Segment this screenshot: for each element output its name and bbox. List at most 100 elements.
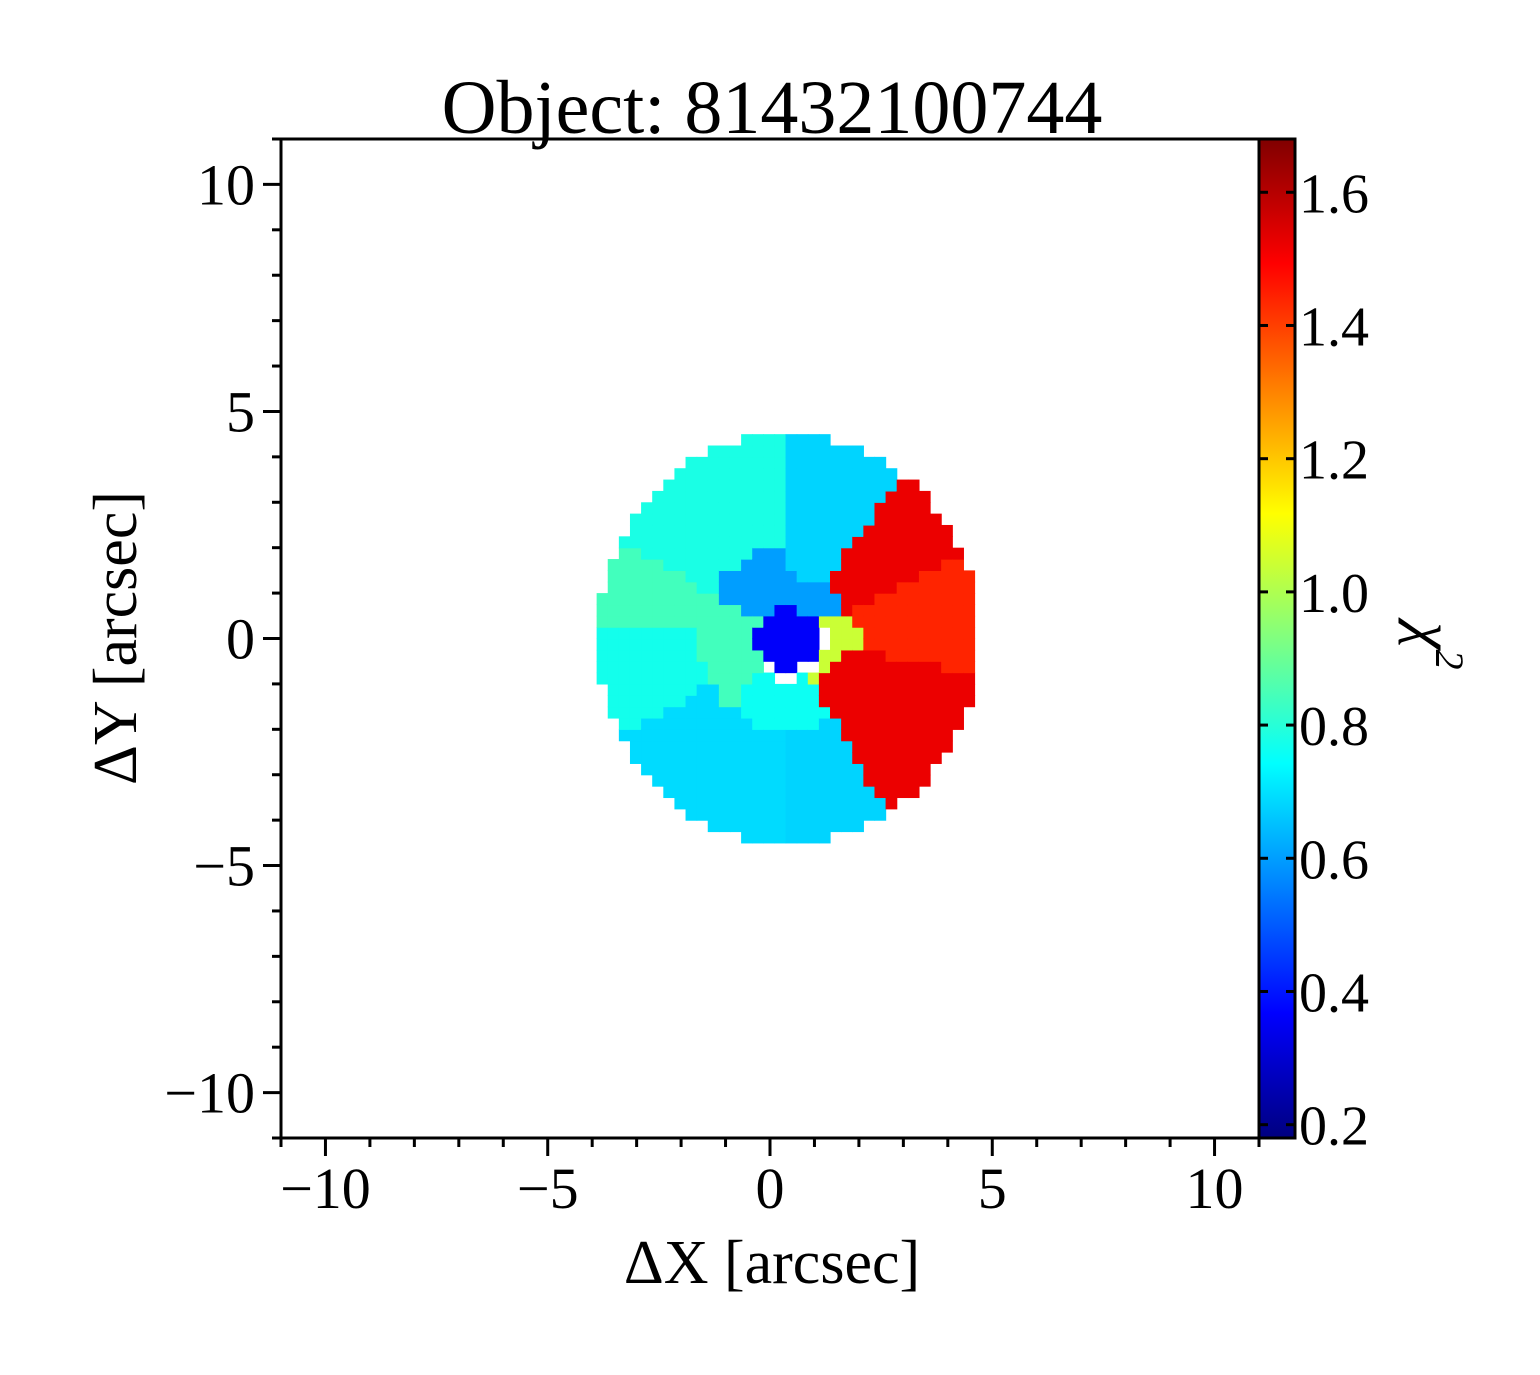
heatmap-cell	[896, 604, 909, 617]
heatmap-cell	[729, 445, 742, 458]
heatmap-cell	[696, 740, 709, 753]
heatmap-cell	[763, 763, 776, 776]
heatmap-cell	[952, 593, 964, 606]
heatmap-cell	[785, 763, 798, 776]
heatmap-cell	[674, 581, 687, 594]
heatmap-cell	[952, 717, 964, 730]
colorbar-label: χ2	[1398, 617, 1472, 669]
heatmap-cell	[796, 570, 809, 583]
heatmap-cell	[830, 638, 842, 651]
heatmap-cell	[718, 524, 731, 537]
heatmap-cell	[685, 547, 698, 560]
heatmap-cell	[696, 627, 709, 640]
heatmap-cell	[941, 604, 953, 617]
heatmap-cell	[830, 627, 842, 640]
heatmap-cell	[629, 638, 642, 651]
heatmap-cell	[863, 717, 876, 730]
heatmap-cell	[674, 604, 687, 617]
heatmap-cell	[741, 593, 753, 606]
colorbar-tick-label: 1.6	[1299, 163, 1369, 225]
heatmap-cell	[852, 513, 864, 526]
heatmap-cell	[841, 445, 853, 458]
heatmap-cell	[641, 672, 653, 685]
heatmap-cell	[752, 672, 764, 685]
heatmap-cell	[863, 559, 876, 571]
heatmap-cell	[907, 547, 920, 560]
heatmap-cell	[785, 797, 798, 810]
x-tick-label: 10	[1186, 1156, 1244, 1221]
heatmap-cell	[852, 774, 864, 787]
heatmap-cell	[807, 774, 820, 787]
heatmap-cell	[930, 752, 942, 764]
heatmap-cell	[752, 661, 764, 674]
heatmap-cell	[674, 786, 687, 799]
heatmap-cell	[774, 638, 787, 651]
heatmap-cell	[629, 740, 642, 753]
heatmap-cell	[663, 774, 676, 787]
heatmap-cell	[807, 683, 820, 696]
heatmap-cell	[852, 570, 864, 583]
heatmap-cell	[796, 513, 809, 526]
heatmap-cell	[785, 808, 798, 821]
heatmap-cell	[830, 683, 842, 696]
heatmap-cell	[918, 536, 931, 549]
heatmap-cell	[652, 490, 664, 503]
heatmap-cell	[896, 627, 909, 640]
heatmap-cell	[629, 649, 642, 662]
heatmap-cell	[741, 604, 753, 617]
heatmap-cell	[641, 729, 653, 742]
heatmap-cell	[741, 434, 753, 447]
heatmap-cell	[641, 638, 653, 651]
heatmap-cell	[885, 468, 898, 481]
heatmap-cell	[707, 672, 720, 685]
heatmap-cell	[863, 547, 876, 560]
heatmap-cell	[607, 661, 620, 674]
heatmap-cell	[841, 808, 853, 821]
heatmap-cell	[663, 740, 676, 753]
heatmap-cell	[874, 570, 887, 583]
heatmap-cell	[907, 706, 920, 719]
heatmap-cell	[830, 695, 842, 708]
heatmap-cell	[874, 627, 887, 640]
heatmap-cell	[896, 786, 909, 799]
heatmap-cell	[807, 740, 820, 753]
colorbar-tick-label: 0.2	[1299, 1096, 1369, 1158]
heatmap-cell	[885, 615, 898, 628]
heatmap-cell	[796, 581, 809, 594]
heatmap-cell	[807, 604, 820, 617]
heatmap-cell	[707, 638, 720, 651]
heatmap-cell	[707, 479, 720, 492]
heatmap-cell	[785, 479, 798, 492]
heatmap-cell	[818, 615, 831, 628]
heatmap-cell	[763, 797, 776, 810]
heatmap-cell	[641, 615, 653, 628]
heatmap-cell	[641, 706, 653, 719]
heatmap-cell	[807, 729, 820, 742]
heatmap-cell	[707, 524, 720, 537]
heatmap-cell	[918, 695, 931, 708]
heatmap-cell	[874, 649, 887, 662]
heatmap-cell	[718, 604, 731, 617]
heatmap-cell	[907, 593, 920, 606]
heatmap-cell	[752, 831, 764, 844]
heatmap-cell	[696, 502, 709, 515]
heatmap-cell	[785, 695, 798, 708]
heatmap-cell	[763, 524, 776, 537]
heatmap-cell	[818, 581, 831, 594]
heatmap-cell	[841, 729, 853, 742]
heatmap-cell	[785, 638, 798, 651]
heatmap-cell	[918, 513, 931, 526]
heatmap-cell	[729, 752, 742, 764]
heatmap-cell	[741, 695, 753, 708]
heatmap-cell	[752, 649, 764, 662]
heatmap-cell	[818, 706, 831, 719]
x-tick-label: 5	[978, 1156, 1007, 1221]
heatmap-cell	[763, 752, 776, 764]
heatmap-cell	[830, 468, 842, 481]
heatmap-cell	[841, 649, 853, 662]
heatmap-cell	[863, 752, 876, 764]
heatmap-cell	[763, 513, 776, 526]
heatmap-cell	[796, 808, 809, 821]
heatmap-cell	[785, 490, 798, 503]
y-axis: 10 5 0 −5 −10	[164, 137, 281, 1140]
